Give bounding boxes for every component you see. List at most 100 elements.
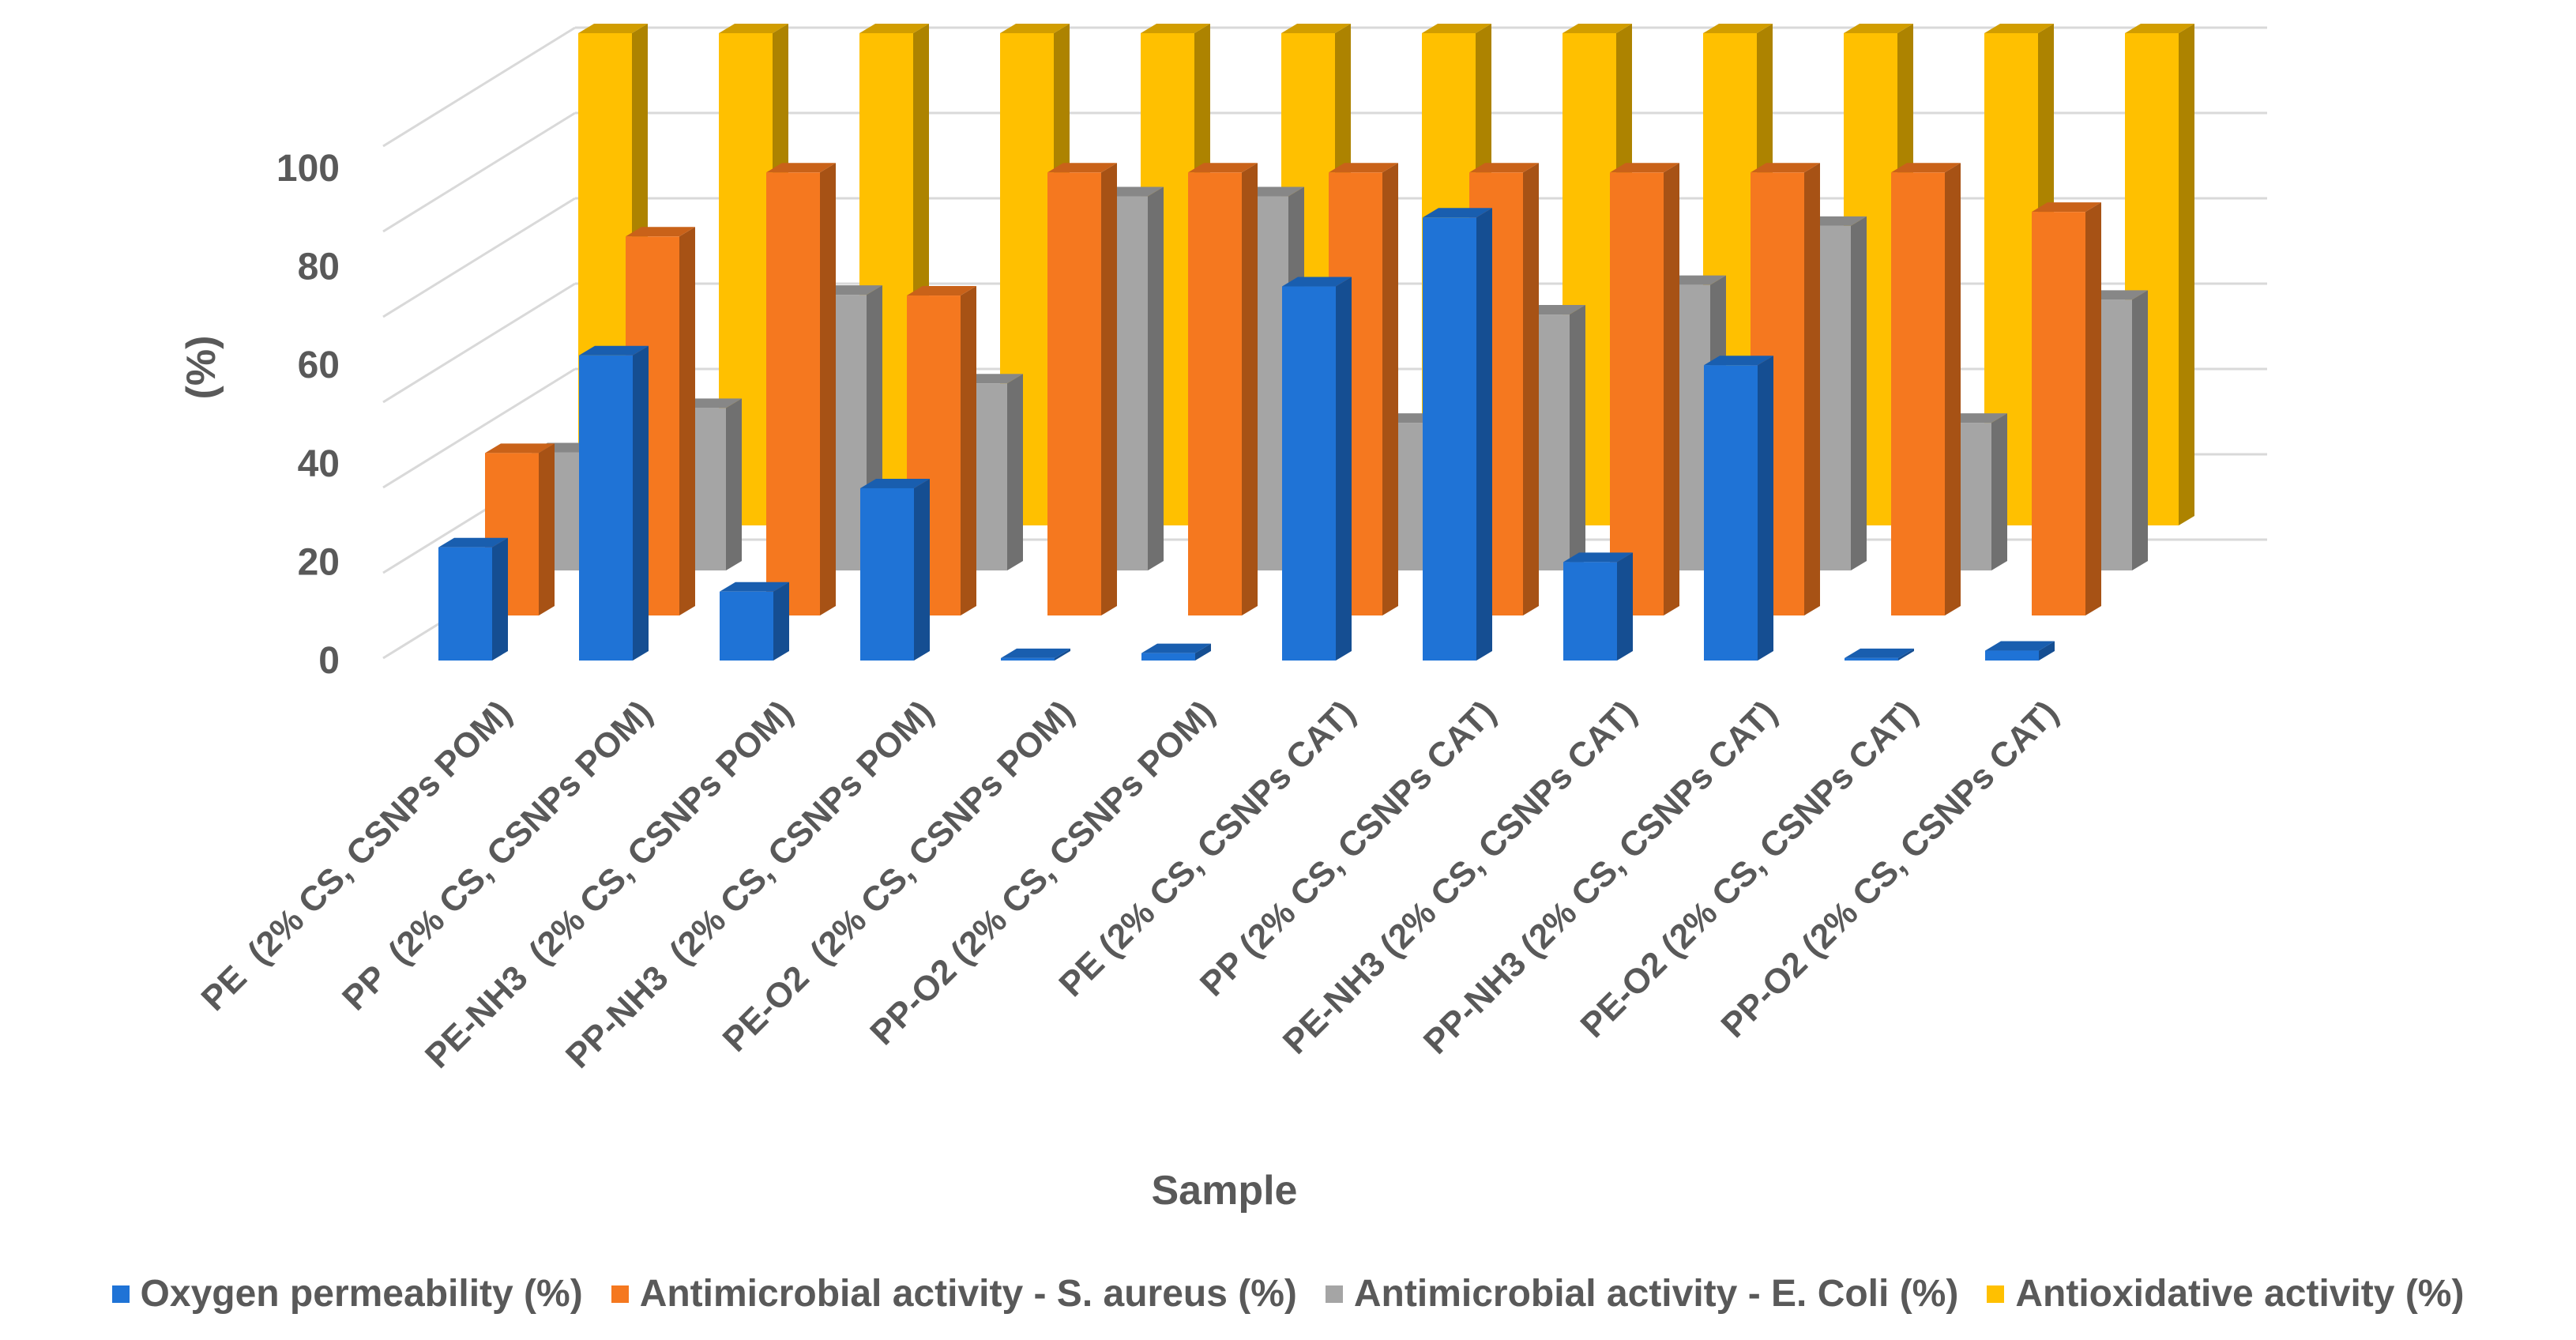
bar-oxygen-10	[1845, 648, 1914, 661]
bar-side	[1101, 163, 1117, 616]
bar-oxygen-6	[1282, 277, 1352, 661]
bar-top	[1891, 163, 1961, 173]
bar-s-aureus-2	[766, 163, 836, 616]
bar-antioxidative-10	[1984, 24, 2054, 525]
bar-top	[1610, 163, 1679, 173]
bar-s-aureus-4	[1047, 163, 1117, 616]
bar-s-aureus-7	[1469, 163, 1539, 616]
bar-top	[485, 443, 555, 454]
y-axis-ticks: 0 20 40 60 80 100	[276, 148, 340, 682]
bar-oxygen-9	[1704, 356, 1773, 661]
gridline-diagonal	[382, 26, 576, 148]
bar-top	[1141, 24, 1210, 33]
x-axis-title: Sample	[1152, 1168, 1298, 1214]
y-tick-label: 60	[298, 344, 340, 386]
bar-top	[1000, 24, 1070, 33]
bar-side	[1476, 208, 1492, 661]
legend-swatch-s-aureus	[611, 1285, 629, 1303]
bar-top	[859, 24, 929, 33]
gridline-diagonal	[382, 282, 576, 404]
bar-side	[1195, 643, 1211, 661]
gridline-diagonal	[382, 111, 576, 233]
bar-top	[1422, 24, 1491, 33]
bar-side	[1617, 552, 1633, 661]
bar-side	[2132, 290, 2148, 570]
bar-side	[492, 537, 508, 661]
bar-front	[1985, 650, 2039, 661]
bar-top	[1141, 643, 1211, 653]
bar-top	[1704, 356, 1773, 366]
bar-front	[1047, 172, 1101, 616]
bar-top	[1423, 208, 1492, 218]
bar-side	[820, 163, 836, 616]
legend-swatch-antioxidative	[1987, 1285, 2005, 1303]
bar-side	[914, 478, 930, 661]
bar-front	[1845, 657, 1898, 661]
bar-side	[1991, 413, 2007, 570]
bar-side	[633, 345, 649, 661]
legend-item-oxygen: Oxygen permeability (%)	[111, 1272, 583, 1316]
bar-top	[578, 24, 648, 33]
bar-antioxidative-11	[2125, 24, 2194, 525]
bar-oxygen-4	[1001, 648, 1070, 661]
y-tick-label: 80	[298, 247, 340, 288]
bar-s-aureus-8	[1610, 163, 1679, 616]
bar-side	[2179, 24, 2194, 525]
bar-side	[1382, 163, 1398, 616]
bar-oxygen-1	[579, 345, 649, 661]
bar-side	[961, 286, 976, 615]
y-tick-label: 20	[298, 541, 340, 583]
y-tick-label: 40	[298, 443, 340, 485]
bar-side	[679, 227, 695, 615]
bar-top	[1703, 24, 1773, 33]
bar-side	[1851, 216, 1867, 570]
x-tick-label: PP (2% CS, CSNPs CAT)	[1193, 693, 1503, 1003]
bar-top	[1329, 163, 1398, 173]
bar-side	[1898, 648, 1914, 661]
bar-side	[1148, 186, 1164, 570]
bar-top	[1563, 552, 1633, 563]
bar-top	[1845, 648, 1914, 658]
bar-oxygen-5	[1141, 643, 1211, 661]
bar-side	[2085, 202, 2101, 615]
bar-side	[1055, 648, 1070, 661]
y-tick-label: 0	[318, 640, 340, 682]
bar-side	[1242, 163, 1258, 616]
y-tick-label: 100	[276, 148, 340, 190]
bar-oxygen-3	[860, 478, 930, 661]
legend: Oxygen permeability (%) Antimicrobial ac…	[0, 1272, 2576, 1316]
bar-top	[1984, 24, 2054, 33]
bar-s-aureus-10	[1891, 163, 1961, 616]
bar-top	[438, 537, 508, 548]
bar-front	[1141, 653, 1195, 661]
bar-top	[907, 286, 976, 296]
y-axis-title: (%)	[179, 336, 224, 400]
bar-top	[1985, 641, 2055, 651]
bar-front	[1891, 172, 1945, 616]
bar-top	[1844, 24, 1913, 33]
bar-oxygen-7	[1423, 208, 1492, 661]
bar-front	[1704, 365, 1758, 661]
bar-top	[2032, 202, 2101, 213]
bar-s-aureus-6	[1329, 163, 1398, 616]
bar-front	[2032, 212, 2085, 615]
bar-side	[1523, 163, 1539, 616]
legend-swatch-oxygen	[111, 1285, 130, 1303]
legend-item-e-coli: Antimicrobial activity - E. Coli (%)	[1325, 1272, 1958, 1316]
bar-oxygen-2	[720, 582, 789, 661]
bar-oxygen-11	[1985, 641, 2055, 661]
bar-side	[773, 582, 789, 661]
bar-top	[860, 478, 930, 488]
x-axis-ticks: PE (2% CS, CSNPs POM)PP (2% CS, CSNPs PO…	[194, 693, 2066, 1075]
bar-front	[438, 547, 492, 661]
bar-s-aureus-11	[2032, 202, 2101, 615]
bar-s-aureus-5	[1188, 163, 1258, 616]
legend-item-s-aureus: Antimicrobial activity - S. aureus (%)	[611, 1272, 1297, 1316]
bar-side	[1758, 356, 1773, 661]
bar-front	[766, 172, 820, 616]
bar-top	[1469, 163, 1539, 173]
bar-front	[579, 355, 633, 661]
bar-oxygen-0	[438, 537, 508, 661]
bar-top	[1282, 277, 1352, 287]
